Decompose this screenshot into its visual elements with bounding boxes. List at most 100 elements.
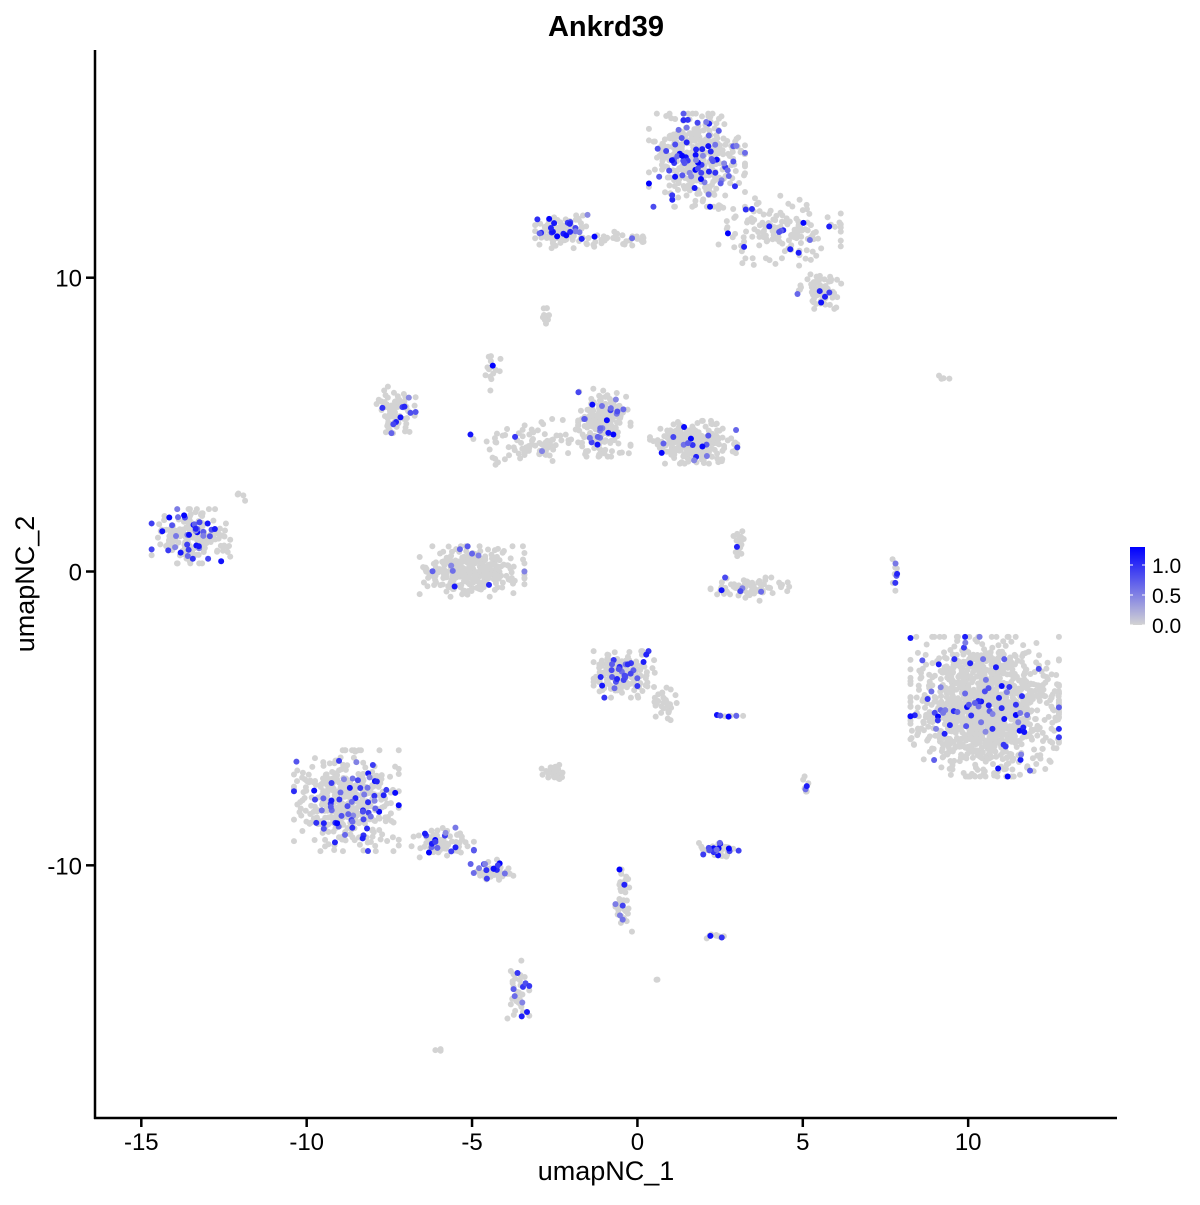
cell-point xyxy=(1002,642,1009,649)
cell-point xyxy=(337,784,344,791)
cell-point xyxy=(825,278,832,285)
cell-point xyxy=(741,142,748,149)
cell-point-expressed xyxy=(342,831,349,838)
cell-point-expressed xyxy=(717,180,724,187)
cell-point xyxy=(954,637,961,644)
cell-point xyxy=(721,121,728,128)
cell-point xyxy=(923,661,930,668)
cell-point-expressed xyxy=(741,243,748,250)
cell-point-expressed xyxy=(456,546,463,553)
cell-point xyxy=(607,682,614,689)
cell-point xyxy=(420,579,427,586)
cell-point xyxy=(936,633,943,640)
cell-point xyxy=(294,778,301,785)
cell-point xyxy=(381,387,388,394)
cell-point xyxy=(988,691,995,698)
cell-point xyxy=(387,810,394,817)
cell-point xyxy=(767,207,774,214)
cell-point xyxy=(384,837,391,844)
cell-point xyxy=(798,233,805,240)
cell-point-expressed xyxy=(806,236,813,243)
cell-point xyxy=(521,549,528,556)
cell-point xyxy=(377,836,384,843)
cell-point-expressed xyxy=(680,117,687,124)
cell-point xyxy=(562,431,569,438)
cell-point-expressed xyxy=(539,448,546,455)
cell-point-expressed xyxy=(172,544,179,551)
cell-point xyxy=(439,581,446,588)
cell-point xyxy=(981,670,988,677)
cell-point xyxy=(937,675,944,682)
cell-point-expressed xyxy=(826,289,833,296)
cell-point xyxy=(959,707,966,714)
cell-point-expressed xyxy=(483,875,490,882)
cell-point-expressed xyxy=(586,434,593,441)
cell-point-expressed xyxy=(1055,704,1062,711)
cell-point xyxy=(649,665,656,672)
cell-point xyxy=(652,713,659,720)
cell-point-expressed xyxy=(575,389,582,396)
cell-point-expressed xyxy=(892,579,899,586)
cell-point xyxy=(576,427,583,434)
cell-point xyxy=(1012,633,1019,640)
cell-point xyxy=(504,1015,511,1022)
cell-point xyxy=(627,694,634,701)
cell-point xyxy=(765,584,772,591)
cell-point xyxy=(487,358,494,365)
cell-point xyxy=(416,553,423,560)
cell-point-expressed xyxy=(432,838,439,845)
cell-point xyxy=(482,557,489,564)
cell-point xyxy=(946,375,953,382)
cell-point-expressed xyxy=(766,223,773,230)
cell-point xyxy=(991,747,998,754)
cell-point xyxy=(483,438,490,445)
cell-point xyxy=(219,532,226,539)
cell-point xyxy=(748,583,755,590)
cell-point xyxy=(990,671,997,678)
cell-point xyxy=(893,565,900,572)
cell-point xyxy=(546,312,553,319)
cell-point xyxy=(773,212,780,219)
cell-point xyxy=(668,439,675,446)
cell-point xyxy=(756,242,763,249)
cell-point xyxy=(216,525,223,532)
x-tick-label: -5 xyxy=(461,1129,482,1156)
cell-point xyxy=(311,803,318,810)
cell-point-expressed xyxy=(703,118,710,125)
cell-point xyxy=(307,811,314,818)
cell-point xyxy=(464,559,471,566)
cell-point xyxy=(1032,715,1039,722)
cell-point-expressed xyxy=(218,558,225,565)
cell-point xyxy=(294,767,301,774)
cell-point xyxy=(985,697,992,704)
cell-point-expressed xyxy=(1017,710,1024,717)
cell-point-expressed xyxy=(975,703,982,710)
cell-point-expressed xyxy=(204,520,211,527)
cell-point-expressed xyxy=(689,442,696,449)
cell-point xyxy=(325,828,332,835)
cell-point xyxy=(551,768,558,775)
cell-point-expressed xyxy=(1018,751,1025,758)
cell-point xyxy=(222,527,229,534)
cell-point-expressed xyxy=(935,661,942,668)
cell-point xyxy=(931,633,938,640)
cell-point-expressed xyxy=(924,696,931,703)
cell-point xyxy=(949,651,956,658)
cell-point-expressed xyxy=(464,543,471,550)
cell-point-expressed xyxy=(705,168,712,175)
cell-point-expressed xyxy=(705,191,712,198)
cell-point xyxy=(815,235,822,242)
cell-point xyxy=(969,754,976,761)
cell-point xyxy=(755,579,762,586)
cell-point xyxy=(381,803,388,810)
cell-point xyxy=(166,533,173,540)
cell-point-expressed xyxy=(962,633,969,640)
cell-point xyxy=(466,581,473,588)
cell-point-expressed xyxy=(367,813,374,820)
cell-point xyxy=(326,760,333,767)
cell-point xyxy=(772,260,779,267)
cell-point xyxy=(837,243,844,250)
cell-point-expressed xyxy=(683,139,690,146)
cell-point xyxy=(708,445,715,452)
